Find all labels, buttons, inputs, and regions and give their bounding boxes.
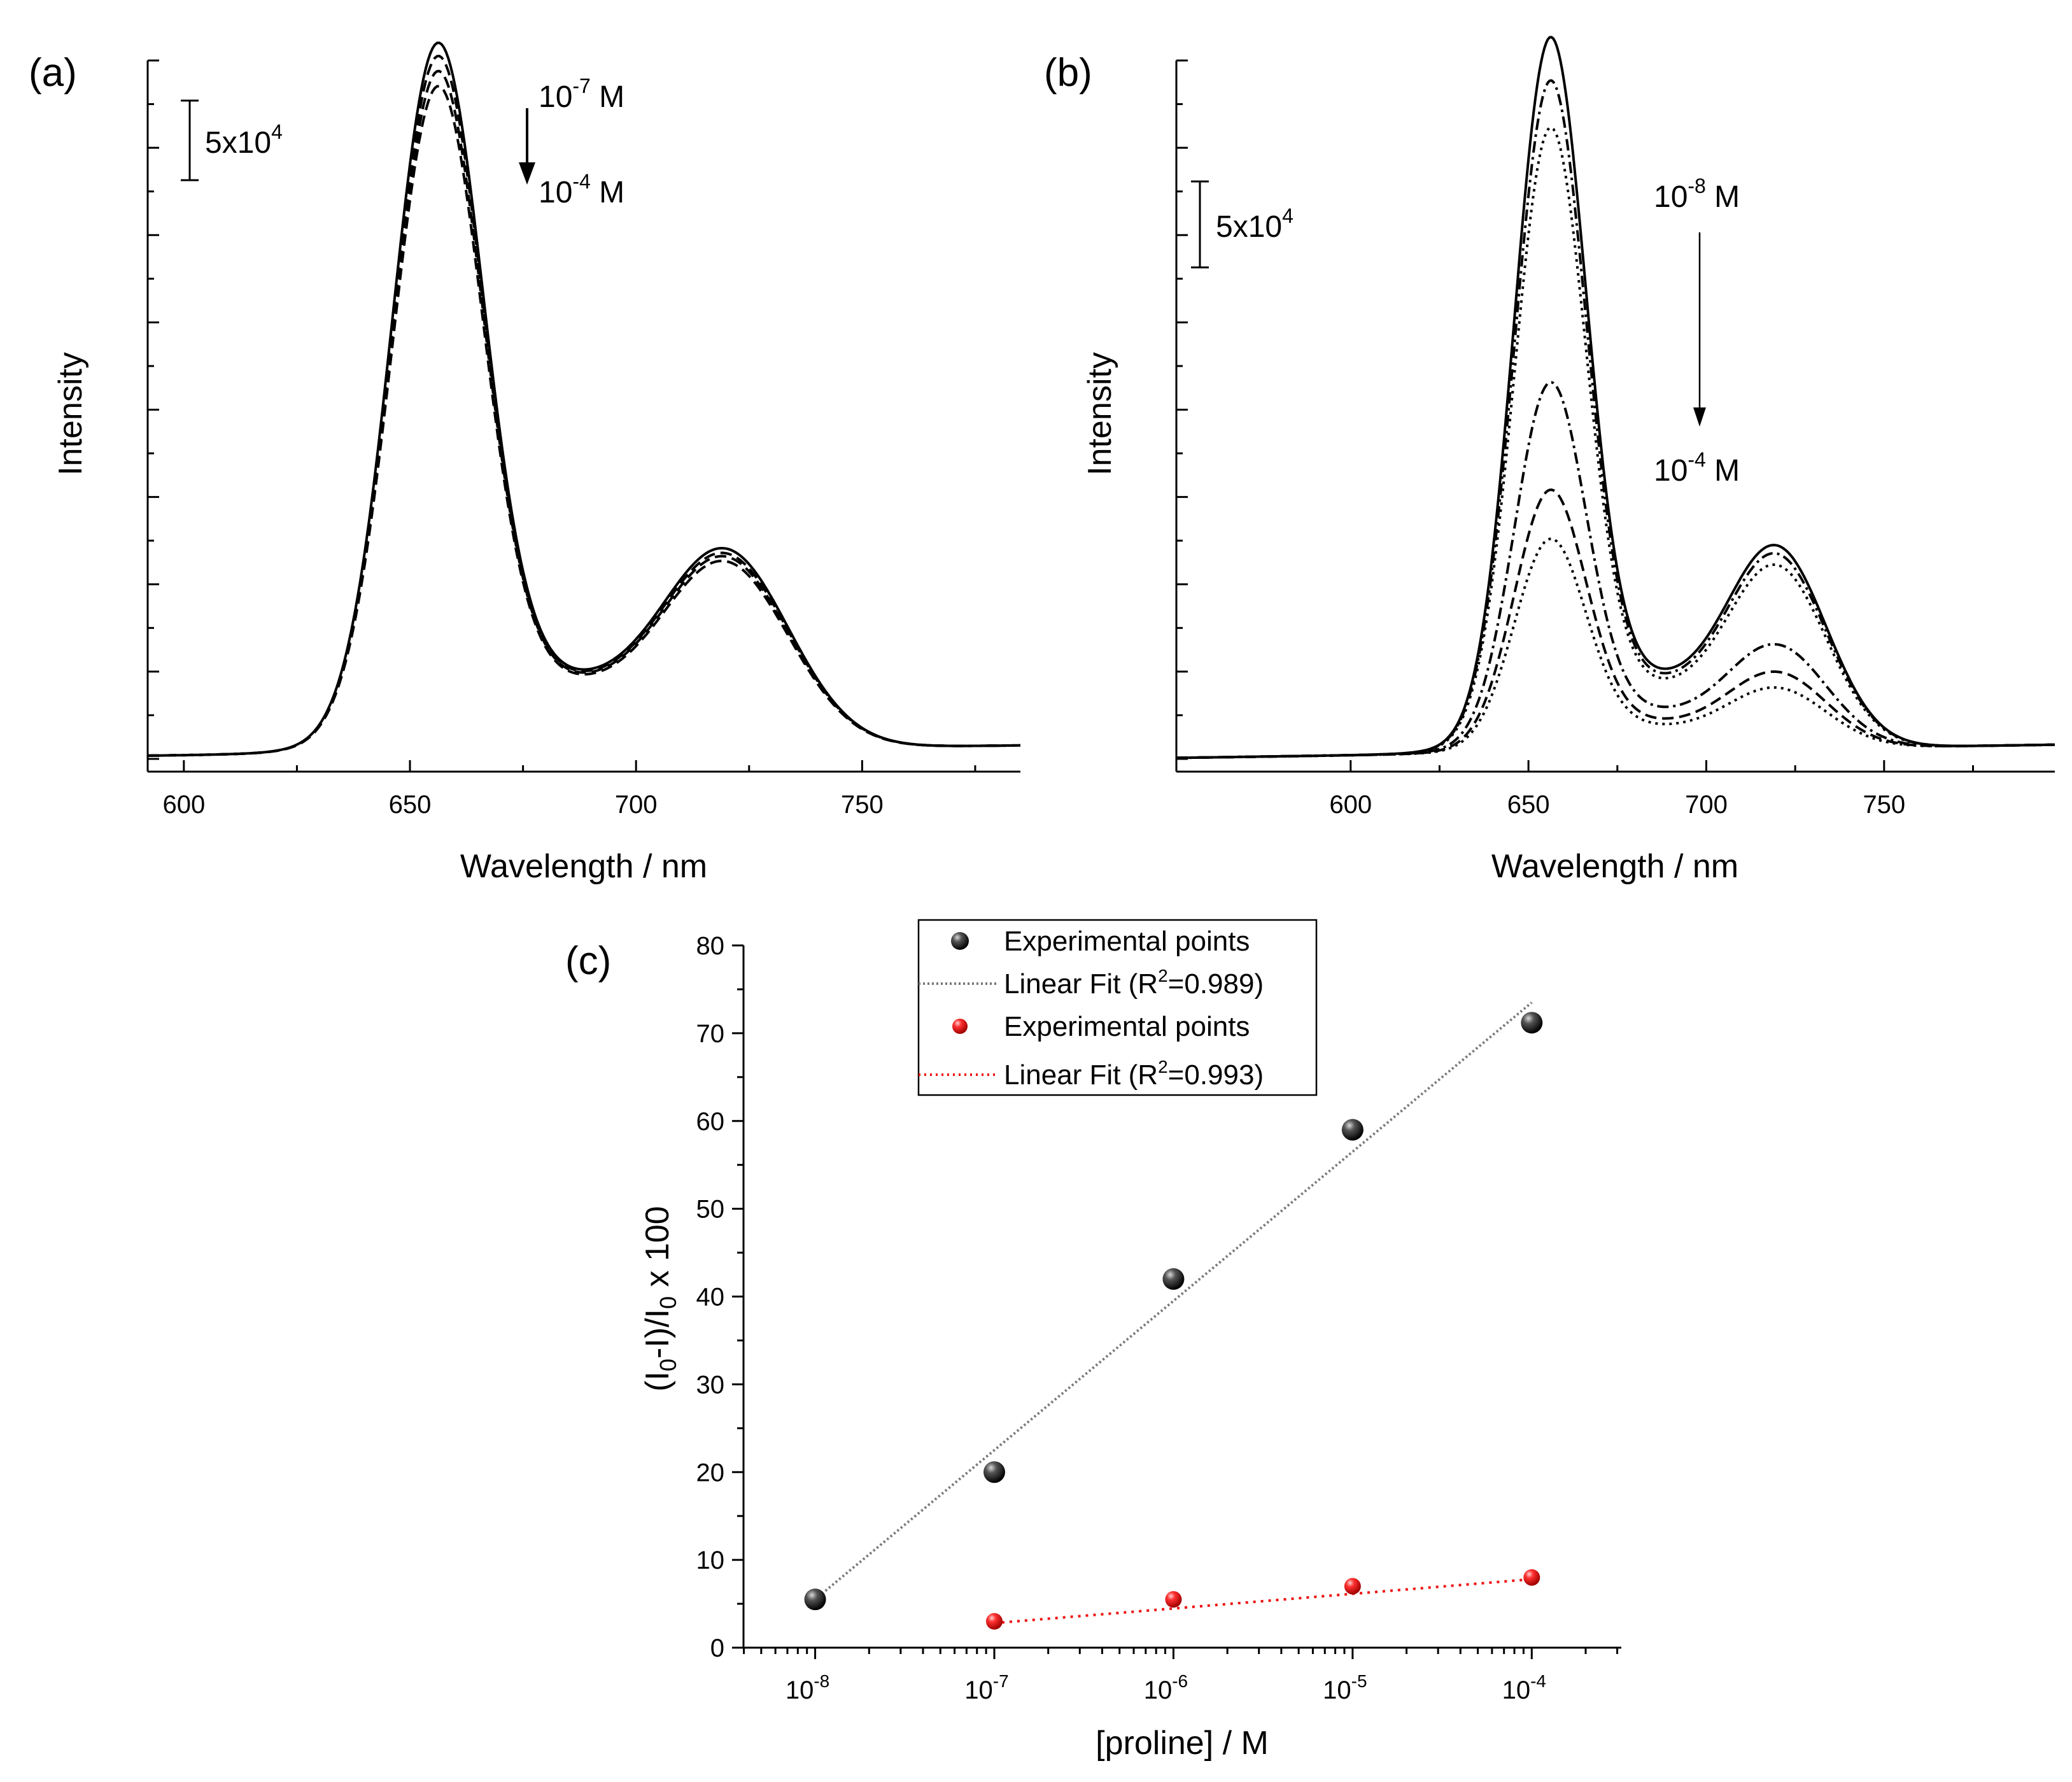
c-xtick-label: 10-8 xyxy=(786,1671,829,1704)
chart-c-legend: Experimental points Linear Fit (R2=0.989… xyxy=(917,919,1318,1096)
chart-a-axes xyxy=(146,60,1020,773)
c-point-1-1 xyxy=(1165,1591,1182,1608)
legend-entry-fit-red: Linear Fit (R2=0.993) xyxy=(1004,1057,1264,1091)
a-xtick-label: 750 xyxy=(841,791,884,819)
a-curve-1 xyxy=(148,54,1020,757)
chart-a-conc-bottom: 10-4 M xyxy=(539,170,624,209)
c-ytick-label: 10 xyxy=(696,1546,725,1574)
chart-b-xticks: 600 650 700 750 xyxy=(1329,760,1974,819)
c-ytick-label: 30 xyxy=(696,1371,725,1399)
c-point-0-0 xyxy=(804,1588,826,1611)
c-ytick-label: 20 xyxy=(696,1459,725,1487)
a-xtick-label: 700 xyxy=(615,791,658,819)
c-xtick-label: 10-6 xyxy=(1144,1671,1188,1704)
legend-entry-points-red: Experimental points xyxy=(1004,1011,1250,1042)
legend-marker-black xyxy=(951,932,969,950)
c-xtick-label: 10-4 xyxy=(1502,1671,1546,1704)
panel-label-c: (c) xyxy=(565,939,611,983)
b-xtick-label: 650 xyxy=(1507,791,1550,819)
b-xtick-label: 700 xyxy=(1685,791,1728,819)
c-point-0-2 xyxy=(1162,1268,1185,1290)
c-xtick-label: 10-5 xyxy=(1323,1671,1367,1704)
chart-b-scale-label: 5x104 xyxy=(1216,204,1293,244)
c-point-1-0 xyxy=(986,1613,1003,1630)
chart-b-conc-top: 10-8 M xyxy=(1654,174,1740,214)
chart-b-curves xyxy=(1176,36,2055,760)
c-point-0-4 xyxy=(1521,1012,1543,1034)
chart-a-xticks: 600 650 700 750 xyxy=(162,760,976,819)
chart-b-yticks xyxy=(1176,59,1188,760)
b-curve-3 xyxy=(1176,381,2055,760)
chart-a-ylabel: Intensity xyxy=(52,352,89,476)
chart-b-conc-arrow xyxy=(1693,232,1706,427)
chart-c-ylabel: (I0-I)/I0 x 100 xyxy=(639,1206,681,1391)
b-curve-5 xyxy=(1176,537,2055,760)
chart-c-fit-lines xyxy=(814,1001,1533,1625)
legend-marker-red xyxy=(952,1019,968,1034)
chart-c-xticks: 10-8 10-7 10-6 10-5 10-4 xyxy=(743,1648,1619,1704)
chart-a-scale-bar xyxy=(181,99,199,181)
c-xtick-label: 10-7 xyxy=(964,1671,1008,1704)
c-fit-line-0 xyxy=(814,1001,1533,1601)
c-fit-line-1 xyxy=(994,1578,1532,1625)
chart-a-scale-label: 5x104 xyxy=(205,120,283,160)
a-xtick-label: 600 xyxy=(162,791,205,819)
a-xtick-label: 650 xyxy=(389,791,432,819)
chart-a-yticks xyxy=(148,59,159,760)
c-point-0-1 xyxy=(983,1461,1005,1483)
chart-c-yticks: 0 10 20 30 40 50 60 70 80 xyxy=(696,932,744,1662)
c-ytick-label: 70 xyxy=(696,1020,725,1048)
c-point-1-2 xyxy=(1344,1578,1361,1595)
chart-b-scale-bar xyxy=(1191,180,1209,269)
chart-a-conc-top: 10-7 M xyxy=(539,74,624,114)
chart-b-ylabel: Intensity xyxy=(1082,352,1118,476)
c-ytick-label: 40 xyxy=(696,1283,725,1312)
b-curve-1 xyxy=(1176,79,2055,760)
chart-c-xlabel: [proline] / M xyxy=(1096,1725,1269,1762)
chart-a-conc-arrow xyxy=(519,108,535,185)
c-ytick-label: 80 xyxy=(696,932,725,960)
c-point-1-3 xyxy=(1523,1569,1540,1586)
c-ytick-label: 50 xyxy=(696,1196,725,1224)
b-curve-2 xyxy=(1176,126,2055,760)
chart-a-curves xyxy=(148,41,1020,757)
c-ytick-label: 0 xyxy=(710,1634,724,1662)
chart-b-xlabel: Wavelength / nm xyxy=(1491,848,1738,885)
chart-c-points xyxy=(804,1012,1543,1630)
b-curve-4 xyxy=(1176,488,2055,760)
chart-b-axes xyxy=(1175,60,2055,773)
chart-b-conc-bottom: 10-4 M xyxy=(1654,448,1740,488)
chart-a-xlabel: Wavelength / nm xyxy=(460,848,707,885)
legend-entry-fit-black: Linear Fit (R2=0.989) xyxy=(1004,966,1264,1000)
c-ytick-label: 60 xyxy=(696,1108,725,1136)
legend-entry-points-black: Experimental points xyxy=(1004,926,1250,957)
panel-label-a: (a) xyxy=(29,51,77,95)
b-xtick-label: 750 xyxy=(1863,791,1905,819)
c-point-0-3 xyxy=(1341,1119,1364,1141)
panel-label-b: (b) xyxy=(1044,51,1092,95)
a-curve-3 xyxy=(148,85,1020,757)
chart-a: (a) 600 650 700 750 5x104 10-7 M 10-4 M Wav… xyxy=(29,41,1020,885)
a-curve-0 xyxy=(148,41,1020,757)
chart-b: (b) 600 650 700 750 5x104 10-8 M 10-4 M Wav… xyxy=(1044,36,2055,885)
b-xtick-label: 600 xyxy=(1329,791,1372,819)
